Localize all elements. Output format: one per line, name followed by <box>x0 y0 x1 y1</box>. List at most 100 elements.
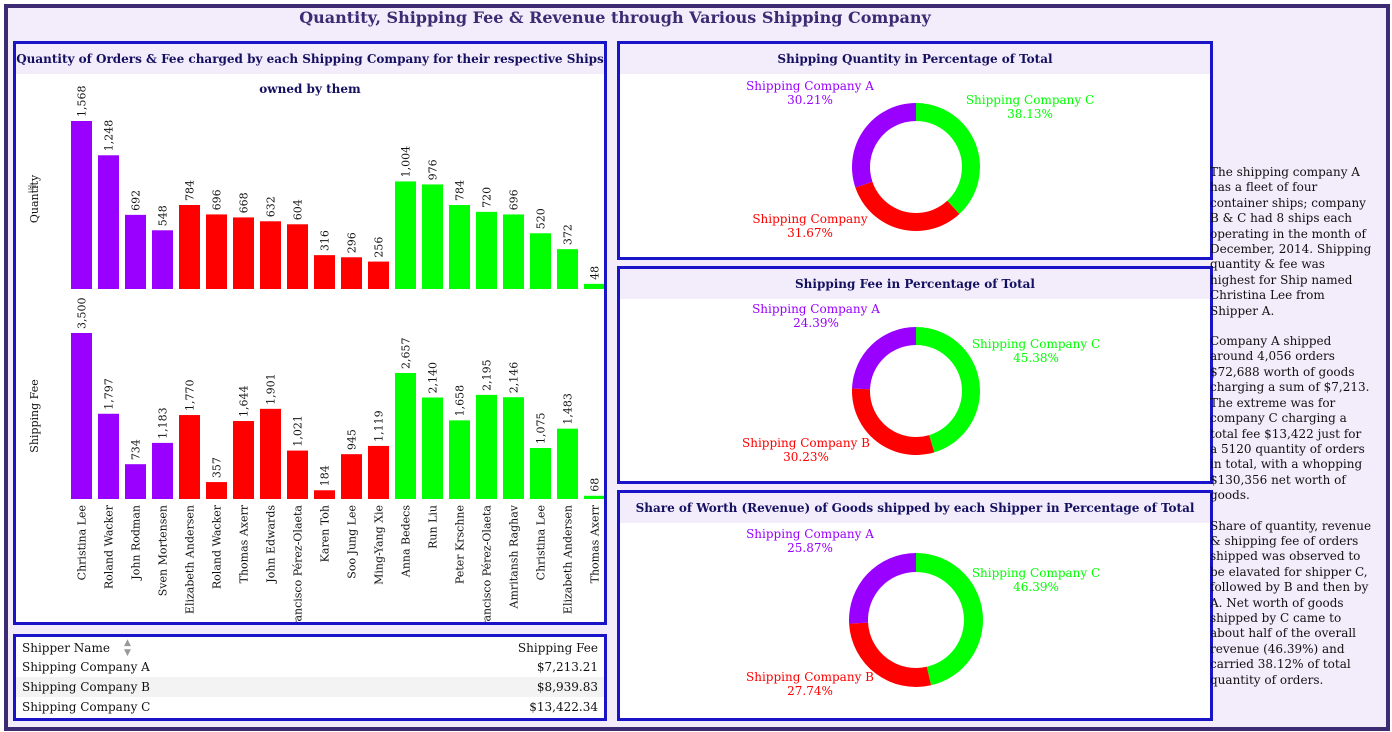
bar-chart-panel: Quantity of Orders & Fee charged by each… <box>13 41 607 625</box>
bar-data-label: 68 <box>589 478 602 492</box>
slice-value-label: 25.87% <box>787 541 833 555</box>
table-header-fee[interactable]: Shipping Fee <box>517 641 598 655</box>
bar-mark <box>206 214 227 289</box>
sort-icon[interactable]: ▲ ▼ <box>123 638 131 658</box>
slice-label: Shipping Company C <box>966 93 1094 107</box>
bar-data-label: 3,500 <box>76 298 89 330</box>
bar-mark <box>314 255 335 289</box>
bar-mark <box>530 233 551 289</box>
x-tick-label: Christina Lee <box>76 505 89 580</box>
slice-value-label: 31.67% <box>787 226 833 240</box>
bar-mark <box>287 224 308 289</box>
bar-mark <box>422 184 443 289</box>
bar-mark <box>584 495 604 499</box>
fee-donut-chart: Shipping Company C45.38% Shipping Company… <box>742 302 1100 464</box>
bar-mark <box>98 413 119 499</box>
shipper-name-cell: Shipping Company A <box>22 660 150 674</box>
donut-slice <box>916 103 980 214</box>
bar-data-label: 48 <box>589 266 602 280</box>
slice-label: Shipping Company A <box>746 527 874 541</box>
table-row[interactable]: Shipping Company B $8,939.83 <box>16 677 604 697</box>
bar-data-label: 734 <box>130 439 143 460</box>
bar-mark <box>368 261 389 289</box>
table-row[interactable]: Shipping Company C $13,422.34 <box>16 697 604 717</box>
bar-data-label: 184 <box>319 465 332 486</box>
bar-mark <box>71 121 92 289</box>
bar-data-label: 548 <box>157 205 170 226</box>
donut-slice <box>916 553 983 686</box>
quantity-donut-title: Shipping Quantity in Percentage of Total <box>620 44 1210 74</box>
table-header-name[interactable]: Shipper Name ▲ ▼ <box>22 638 131 658</box>
bar-data-label: 1,021 <box>292 415 305 447</box>
x-tick-label: Karen Toh <box>319 505 332 562</box>
fee-donut-title: Shipping Fee in Percentage of Total <box>620 269 1210 299</box>
bar-data-label: 976 <box>427 159 440 180</box>
x-tick-label: Thomas Axerr <box>589 504 602 583</box>
bar-data-label: 720 <box>481 187 494 208</box>
bar-data-label: 256 <box>373 237 386 258</box>
bar-data-label: 632 <box>265 196 278 217</box>
bar-data-label: 2,195 <box>481 359 494 391</box>
x-tick-label: John Edwards <box>265 505 278 584</box>
slice-label: Shipping Company <box>752 212 868 226</box>
bar-mark <box>395 372 416 499</box>
table-row[interactable]: Shipping Company A $7,213.21 <box>16 657 604 677</box>
filter-icon <box>28 185 36 193</box>
slice-label: Shipping Company A <box>746 79 874 93</box>
bar-chart: Quantity 1,568 1,248 692 548 784 696 668 632 604 3… <box>28 86 604 622</box>
x-tick-label: Amritansh Raghav <box>508 504 521 609</box>
x-tick-label: Soo Jung Lee <box>346 505 359 579</box>
bar-data-label: 1,797 <box>103 378 116 410</box>
x-tick-label: Francisco Pérez-Olaeta <box>481 505 494 622</box>
slice-value-label: 38.13% <box>1007 107 1053 121</box>
x-tick-label: Anna Bedecs <box>400 505 413 578</box>
slice-label: Shipping Company C <box>972 566 1100 580</box>
bar-mark <box>341 454 362 499</box>
bar-mark <box>152 442 173 499</box>
x-tick-label: Run Liu <box>427 505 440 549</box>
x-tick-label: Sven Mortensen <box>157 505 170 596</box>
bar-data-label: 945 <box>346 429 359 450</box>
bar-mark <box>179 415 200 499</box>
donut-slice <box>852 388 935 455</box>
bar-mark <box>395 181 416 289</box>
bar-mark <box>233 421 254 499</box>
bar-mark <box>287 450 308 499</box>
x-tick-label: Christina Lee <box>535 505 548 580</box>
bar-data-label: 1,483 <box>562 393 575 425</box>
donut-slice <box>916 327 980 453</box>
bar-data-label: 1,248 <box>103 120 116 151</box>
revenue-donut-panel: Share of Worth (Revenue) of Goods shippe… <box>617 490 1213 721</box>
bar-data-label: 1,644 <box>238 386 251 418</box>
y-axis-label: Shipping Fee <box>28 379 41 452</box>
slice-value-label: 30.23% <box>783 450 829 464</box>
bar-mark <box>125 464 146 499</box>
bar-data-label: 696 <box>211 189 224 210</box>
bar-mark <box>233 217 254 289</box>
bar-mark <box>557 428 578 499</box>
bar-mark <box>449 420 470 499</box>
shipping-fee-cell: $8,939.83 <box>536 680 598 694</box>
bar-data-label: 2,146 <box>508 362 521 394</box>
slice-label: Shipping Company B <box>746 670 874 684</box>
bar-mark <box>260 221 281 289</box>
revenue-donut-title: Share of Worth (Revenue) of Goods shippe… <box>620 493 1210 523</box>
revenue-donut-chart: Shipping Company C46.39% Shipping Company… <box>746 527 1100 698</box>
bar-data-label: 1,004 <box>400 146 413 178</box>
bar-data-label: 1,568 <box>76 86 89 118</box>
bar-data-label: 296 <box>346 232 359 253</box>
bar-chart-title: Quantity of Orders & Fee charged by each… <box>16 44 604 96</box>
x-tick-label: John Rodman <box>130 505 143 581</box>
bar-data-label: 1,183 <box>157 407 170 439</box>
fee-table: Shipper Name ▲ ▼ Shipping Fee Shipping Com… <box>16 637 604 717</box>
quantity-donut-panel: Shipping Quantity in Percentage of Total… <box>617 41 1213 260</box>
bar-mark <box>584 283 604 289</box>
bar-mark <box>71 333 92 499</box>
x-tick-label: Elizabeth Andersen <box>562 505 575 614</box>
slice-value-label: 24.39% <box>793 316 839 330</box>
bar-data-label: 520 <box>535 208 548 229</box>
bar-mark <box>476 394 497 499</box>
bar-mark <box>368 445 389 499</box>
narrative-paragraph: Share of quantity, revenue & shipping fe… <box>1210 518 1372 687</box>
fee-table-panel: Shipper Name ▲ ▼ Shipping Fee Shipping Com… <box>13 634 607 721</box>
